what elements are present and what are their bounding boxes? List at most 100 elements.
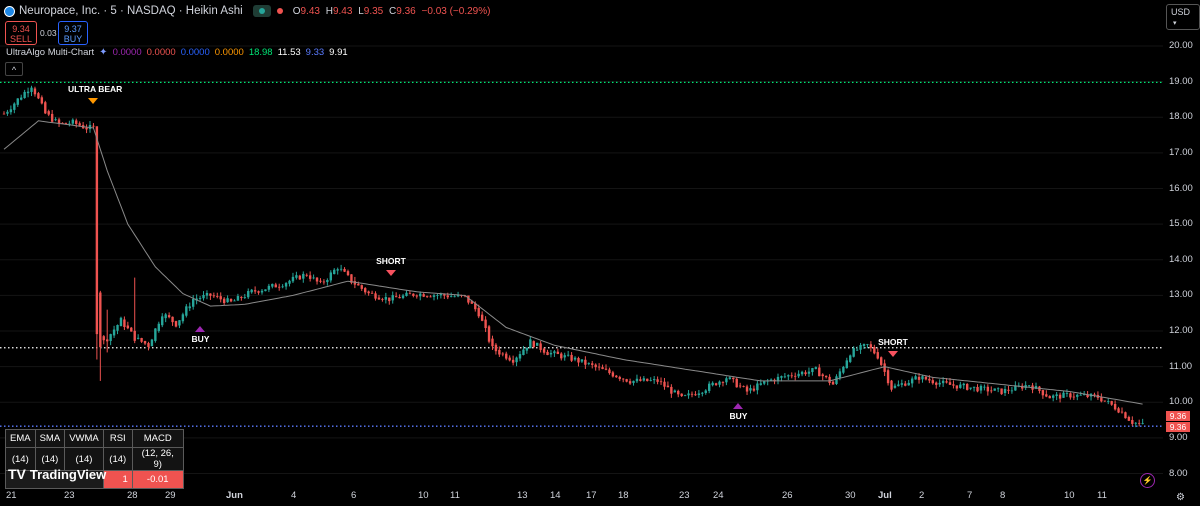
candle-body	[831, 381, 835, 385]
candle-body	[350, 274, 353, 283]
tradingview-logo[interactable]: TV TradingView	[8, 466, 106, 482]
time-tick-label: 2	[919, 490, 925, 501]
buy-price: 9.37	[64, 24, 82, 34]
settings-gear-icon[interactable]: ⚙	[1176, 492, 1185, 503]
indicator-value-7: 9.33	[305, 47, 325, 58]
candle-body	[1103, 400, 1106, 402]
candle-body	[164, 314, 167, 319]
candle-body	[154, 328, 157, 341]
price-tick-label: 14.00	[1169, 253, 1193, 265]
candle-body	[780, 376, 783, 378]
candle-body	[1041, 390, 1045, 396]
candle-body	[910, 378, 914, 384]
currency-selector[interactable]: USD ▾	[1166, 4, 1200, 30]
symbol-title[interactable]: Neuropace, Inc. · 5 · NASDAQ · Heikin As…	[19, 5, 243, 17]
candle-body	[580, 359, 584, 362]
candle-body	[577, 358, 580, 363]
candle-body	[738, 385, 742, 387]
candle-body	[821, 374, 824, 377]
candle-body	[185, 306, 188, 316]
candle-body	[381, 299, 384, 300]
candle-body	[54, 119, 57, 121]
last-price-tag: 9.36	[1166, 411, 1190, 421]
table-header: RSI	[102, 429, 133, 448]
buy-button[interactable]: 9.37 BUY	[58, 21, 88, 45]
candle-body	[1093, 394, 1096, 396]
candle-body	[787, 375, 790, 377]
candle-body	[26, 91, 30, 94]
candle-body	[677, 390, 680, 395]
candle-body	[842, 366, 845, 373]
candle-body	[794, 375, 797, 377]
symbol-logo-icon[interactable]	[4, 5, 15, 17]
time-tick-label: 8	[1000, 490, 1006, 501]
time-tick-label: 29	[165, 490, 176, 501]
time-tick-label: 18	[618, 490, 629, 501]
candle-body	[1010, 390, 1014, 392]
candle-body	[1065, 393, 1069, 394]
sell-label: SELL	[9, 34, 33, 44]
candle-body	[1003, 388, 1007, 394]
candle-body	[807, 371, 811, 374]
candle-body	[253, 290, 257, 292]
eye-icon[interactable]	[252, 5, 271, 17]
candle-body	[205, 292, 209, 296]
candle-body	[1055, 394, 1058, 396]
candle-body	[398, 296, 401, 299]
candle-body	[1079, 394, 1082, 396]
indicator-legend[interactable]: UltraAlgo Multi-Chart ✦ 0.0000 0.0000 0.…	[6, 47, 348, 58]
candle-body	[329, 272, 332, 281]
candle-body	[501, 353, 504, 355]
candle-body	[20, 97, 23, 100]
candle-body	[384, 296, 388, 300]
candle-body	[904, 383, 907, 386]
lightning-icon[interactable]: ⚡	[1140, 473, 1155, 488]
candle-body	[233, 300, 236, 302]
candle-body	[515, 357, 518, 363]
candle-body	[511, 359, 515, 363]
candle-body	[732, 377, 735, 380]
candle-body	[198, 298, 202, 299]
candle-body	[401, 295, 405, 298]
candle-body	[876, 352, 879, 359]
candle-body	[61, 122, 64, 124]
candle-body	[343, 268, 346, 272]
candle-body	[57, 119, 61, 124]
candle-body	[429, 296, 432, 298]
sell-button[interactable]: 9.34 SELL	[5, 21, 37, 45]
candle-body	[477, 308, 480, 317]
candle-body	[749, 388, 752, 391]
candle-body	[1141, 422, 1144, 424]
candle-body	[969, 387, 972, 389]
candle-body	[278, 286, 281, 288]
candle-body	[711, 382, 714, 386]
indicator-name[interactable]: UltraAlgo Multi-Chart	[6, 47, 95, 58]
candle-body	[563, 355, 566, 358]
candle-body	[525, 347, 529, 351]
candle-body	[133, 330, 136, 341]
candle-body	[763, 381, 766, 384]
price-tick-label: 19.00	[1169, 75, 1193, 87]
candle-body	[50, 113, 54, 122]
candle-body	[374, 293, 377, 299]
indicator-settings-icon[interactable]: ✦	[99, 47, 108, 58]
status-dot-icon	[276, 8, 283, 14]
candle-body	[422, 294, 425, 297]
candle-body	[508, 357, 511, 361]
candle-body	[140, 338, 143, 342]
table-header: VWMA	[64, 429, 104, 448]
candle-body	[597, 366, 601, 368]
candle-body	[305, 274, 308, 276]
candle-body	[983, 386, 986, 388]
candle-body	[659, 381, 663, 383]
candle-body	[862, 344, 866, 346]
collapse-legend-button[interactable]: ^	[5, 62, 23, 76]
candle-body	[897, 384, 900, 387]
candle-body	[425, 296, 429, 297]
candle-body	[824, 375, 828, 378]
candle-body	[150, 339, 154, 347]
candle-body	[976, 386, 979, 392]
price-tick-label: 9.00	[1169, 431, 1188, 443]
candle-body	[828, 376, 831, 383]
